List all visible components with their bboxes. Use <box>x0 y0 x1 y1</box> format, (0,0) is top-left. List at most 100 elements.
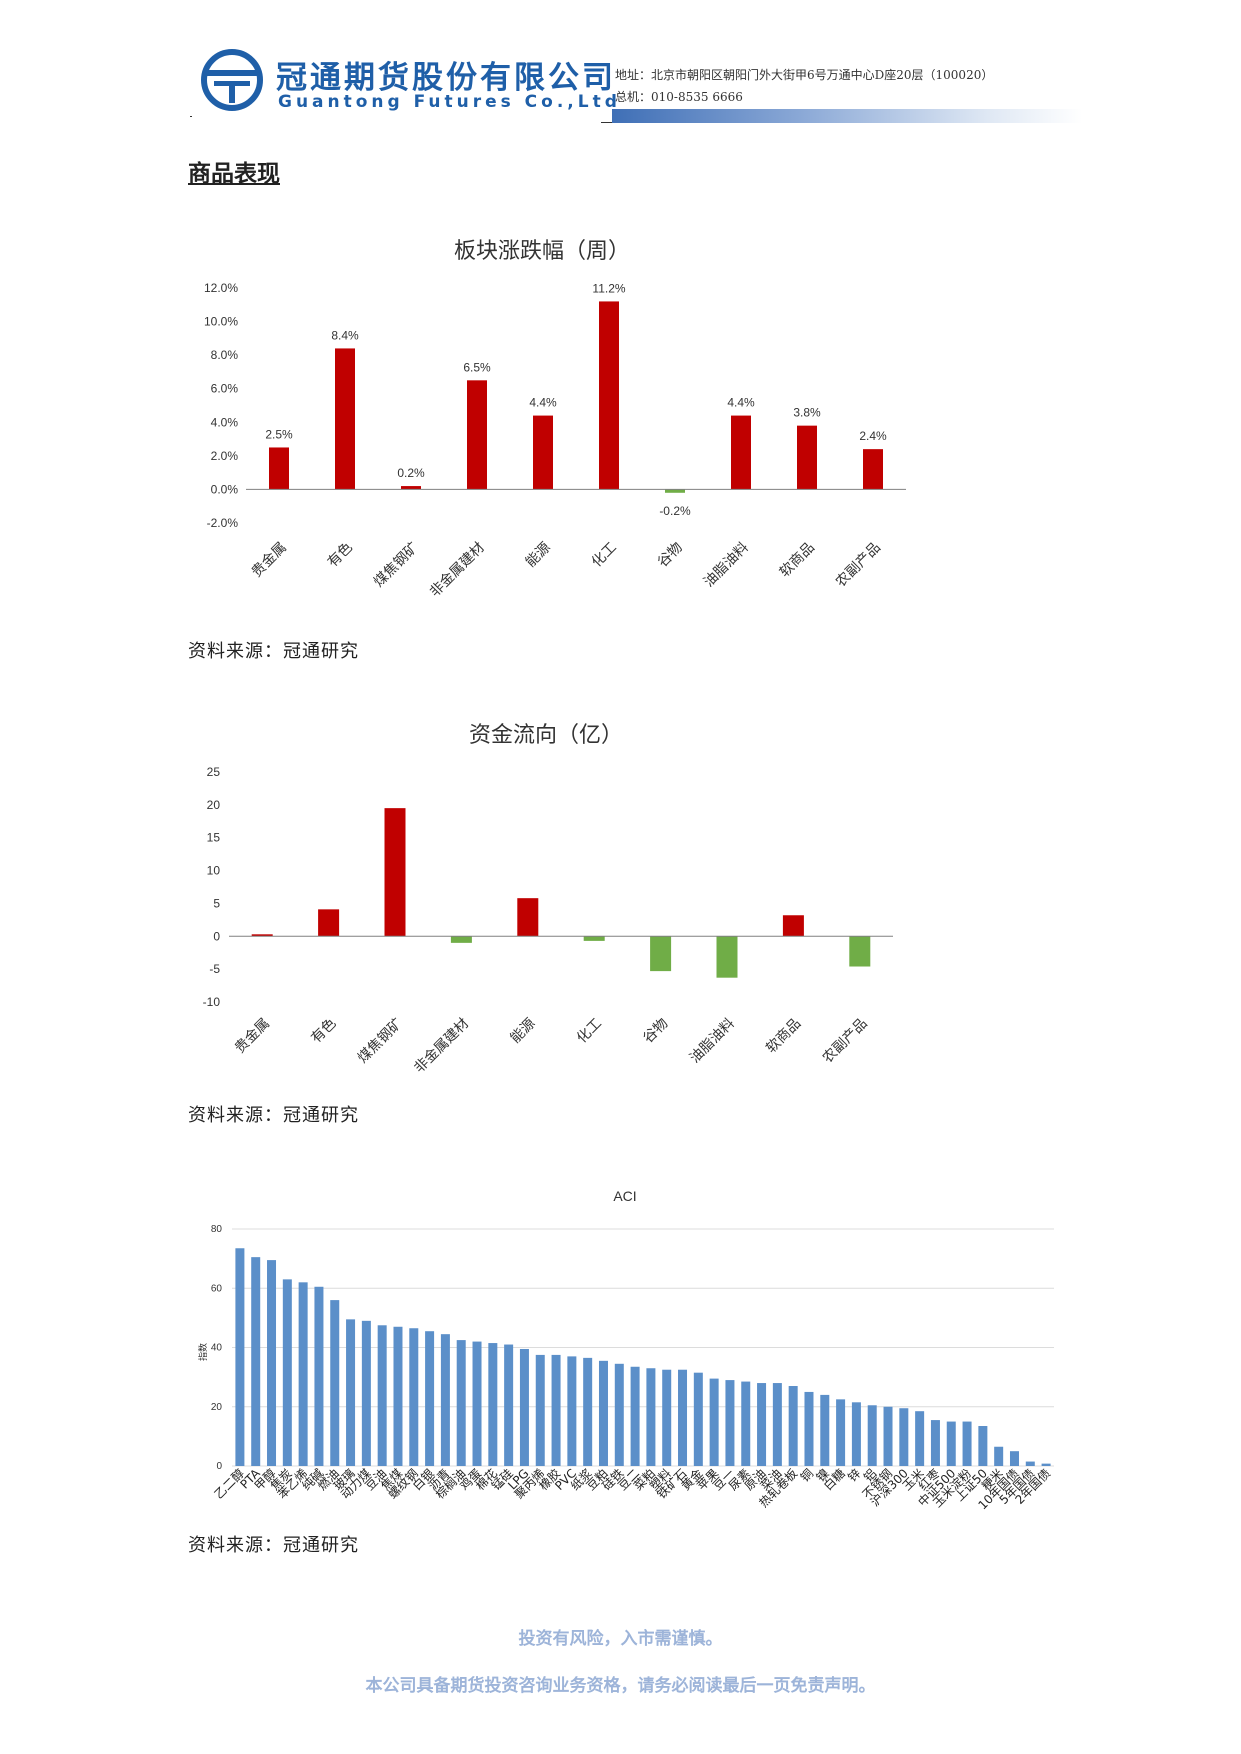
bar <box>849 936 871 967</box>
y-tick-label: -10 <box>203 995 221 1009</box>
y-tick-label: 2.0% <box>211 449 239 463</box>
bar <box>630 1366 640 1466</box>
bar <box>393 1326 403 1466</box>
y-tick-label: 40 <box>211 1343 223 1354</box>
data-label: 4.4% <box>727 396 755 410</box>
header-rule <box>190 116 192 117</box>
bar <box>314 1286 324 1466</box>
bar <box>251 1257 261 1466</box>
y-tick-label: 5 <box>213 896 220 910</box>
y-tick-label: 20 <box>207 798 221 812</box>
data-label: 11.2% <box>592 281 625 295</box>
source-note: 资料来源：冠通研究 <box>188 641 359 662</box>
bar <box>517 898 539 937</box>
y-tick-label: 12.0% <box>204 281 238 295</box>
bar <box>535 1354 545 1466</box>
bar <box>235 1248 245 1466</box>
bar <box>267 1260 277 1466</box>
bar <box>409 1328 419 1466</box>
bar <box>269 447 289 490</box>
y-tick-label: 15 <box>207 831 221 845</box>
bar <box>599 301 619 490</box>
bar <box>716 936 738 978</box>
y-tick-label: 25 <box>207 765 221 779</box>
bar <box>298 1282 308 1466</box>
source-note: 资料来源：冠通研究 <box>188 1535 359 1556</box>
data-label: 2.4% <box>859 429 887 443</box>
bar <box>567 1356 577 1466</box>
company-phone: 总机：010-8535 6666 <box>615 90 743 104</box>
bar <box>994 1446 1004 1466</box>
bar <box>456 1340 466 1466</box>
data-label: 3.8% <box>793 406 821 420</box>
bar <box>583 1357 593 1466</box>
disclaimer-note: 本公司具备期货投资咨询业务资格，请务必阅读最后一页免责声明。 <box>365 1676 876 1696</box>
bar <box>757 1383 767 1466</box>
bar <box>467 380 487 490</box>
bar <box>820 1394 830 1466</box>
y-tick-label: 0 <box>216 1461 222 1472</box>
bar <box>693 1372 703 1466</box>
bar <box>867 1405 877 1466</box>
bar <box>551 1354 561 1466</box>
risk-warning: 投资有风险，入市需谨慎。 <box>518 1629 723 1649</box>
bar <box>614 1363 624 1466</box>
page-header: 冠通期货股份有限公司 Guantong Futures Co.,Ltd 地址：北… <box>0 0 1241 135</box>
bar <box>401 486 421 490</box>
bar <box>1025 1461 1035 1466</box>
bar <box>282 1279 292 1466</box>
bar <box>598 1360 608 1466</box>
y-tick-label: 10 <box>207 864 221 878</box>
source-note: 资料来源：冠通研究 <box>188 1105 359 1126</box>
bar <box>472 1341 482 1466</box>
bar <box>377 1325 387 1466</box>
data-label: 2.5% <box>265 427 293 441</box>
bar <box>788 1386 798 1466</box>
y-tick-label: -2.0% <box>207 516 239 530</box>
bar <box>678 1369 688 1466</box>
bar <box>804 1391 814 1466</box>
company-name-en: Guantong Futures Co.,Ltd <box>278 92 621 112</box>
bar <box>361 1320 371 1466</box>
bar <box>709 1378 719 1466</box>
bar <box>772 1383 782 1466</box>
bar <box>251 934 273 937</box>
bar <box>731 415 751 490</box>
bar <box>318 909 340 937</box>
y-tick-label: 20 <box>211 1402 223 1413</box>
bar <box>1041 1463 1051 1466</box>
y-tick-label: 10.0% <box>204 315 238 329</box>
y-tick-label: 0.0% <box>211 482 239 496</box>
bar <box>797 425 817 490</box>
y-tick-label: 4.0% <box>211 415 239 429</box>
y-tick-label: 8.0% <box>211 348 239 362</box>
bar <box>978 1426 988 1466</box>
bar <box>851 1402 861 1466</box>
y-axis-label: 指数 <box>197 1343 209 1361</box>
bar <box>583 936 605 941</box>
data-label: 8.4% <box>331 328 359 342</box>
bar <box>335 348 355 490</box>
section-title: 商品表现 <box>188 161 280 187</box>
bar <box>504 1344 514 1466</box>
y-tick-label: 80 <box>211 1224 223 1235</box>
y-tick-label: 6.0% <box>211 382 239 396</box>
data-label: 0.2% <box>397 466 425 480</box>
chart-title: 资金流向（亿） <box>469 723 623 748</box>
bar <box>384 808 406 937</box>
bar <box>1009 1451 1019 1466</box>
header-gradient-band <box>612 109 1082 123</box>
header-rule <box>601 122 612 123</box>
guantong-logo-icon <box>201 49 263 111</box>
bar <box>741 1381 751 1466</box>
company-address: 地址：北京市朝阳区朝阳门外大街甲6号万通中心D座20层（100020） <box>615 68 994 82</box>
bar <box>863 449 883 490</box>
bar <box>782 915 804 937</box>
bar <box>665 489 685 493</box>
data-label: -0.2% <box>659 504 691 518</box>
bar <box>946 1421 956 1466</box>
y-tick-label: 60 <box>211 1283 223 1294</box>
